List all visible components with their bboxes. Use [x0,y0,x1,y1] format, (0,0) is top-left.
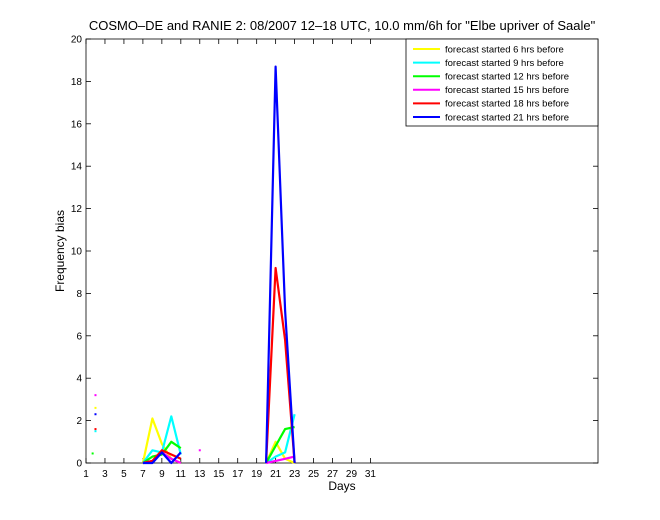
series-line-5 [142,449,182,465]
x-tick-label: 9 [159,469,165,480]
y-axis: 0 2 4 6 8 10 12 14 16 18 20 [71,35,598,470]
series-point-4 [198,449,201,452]
legend-entry: forecast started 21 hrs before [445,112,569,123]
y-tick-label: 0 [76,459,82,470]
legend-entry: forecast started 15 hrs before [445,85,569,96]
legend-entry: forecast started 6 hrs before [445,44,564,55]
series-point-1 [94,406,97,409]
x-tick-label: 13 [194,469,206,480]
x-tick-label: 5 [121,469,127,480]
series-line-3 [265,425,295,464]
series-point-4 [94,394,97,397]
y-tick-label: 4 [76,374,82,385]
series-point-5 [94,428,97,431]
series-points [91,394,201,455]
x-tick-label: 11 [176,469,187,480]
x-tick-label: 17 [232,469,244,480]
y-tick-label: 18 [71,77,83,88]
y-tick-label: 2 [76,416,82,427]
series-point-6 [94,413,97,416]
x-tick-label: 25 [308,469,320,480]
series-point-3 [91,452,94,455]
y-tick-label: 10 [71,247,83,258]
x-axis-label: Days [328,479,355,493]
x-tick-label: 3 [102,469,108,480]
series-line-4 [265,455,295,465]
legend: forecast started 6 hrs before forecast st… [405,38,599,127]
series-line-2 [265,413,296,464]
series-line-3 [142,440,182,464]
legend-box [405,38,599,127]
series-lines [141,65,296,465]
x-tick-label: 29 [346,469,358,480]
y-tick-label: 6 [76,331,82,342]
series-line-6 [142,451,182,465]
x-tick-label: 19 [251,469,263,480]
x-tick-label: 23 [289,469,301,480]
legend-entry: forecast started 18 hrs before [445,99,569,110]
y-tick-label: 20 [71,35,83,46]
x-axis: 1 3 5 7 9 11 13 15 17 19 21 23 25 27 29 31 [83,39,376,480]
x-tick-label: 27 [327,469,339,480]
legend-entry: forecast started 9 hrs before [445,58,564,69]
series-line-6 [265,65,296,464]
series-point-2 [94,430,97,433]
x-tick-label: 15 [213,469,225,480]
x-tick-label: 21 [270,469,282,480]
x-tick-label: 7 [140,469,146,480]
y-axis-label: Frequency bias [53,210,67,292]
y-tick-label: 12 [71,204,83,215]
y-tick-label: 14 [71,162,83,173]
y-tick-label: 8 [76,289,82,300]
x-tick-label: 31 [365,469,377,480]
chart-title: COSMO–DE and RANIE 2: 08/2007 12–18 UTC,… [89,18,596,33]
x-tick-label: 1 [83,469,89,480]
legend-entry: forecast started 12 hrs before [445,72,569,83]
y-tick-label: 16 [71,119,83,130]
